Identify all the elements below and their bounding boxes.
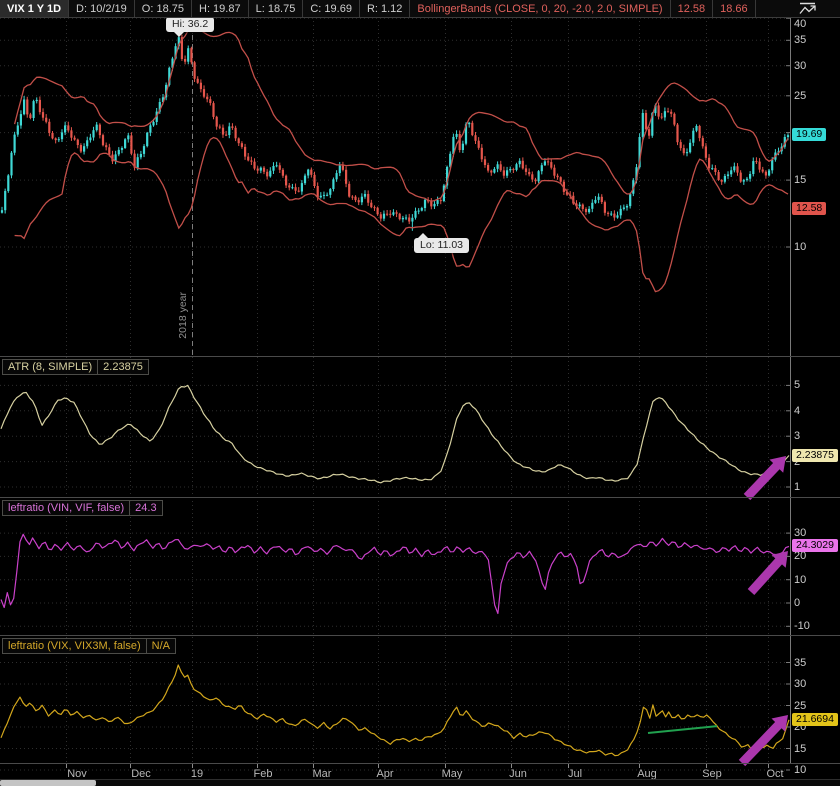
lower-band-badge: 12.58 xyxy=(792,202,827,215)
ohlc-date-field: D: 10/2/19 xyxy=(69,0,135,17)
vin-study-line xyxy=(0,533,790,615)
chart-header-bar: VIX 1 Y 1D D: 10/2/19 O: 18.75 H: 19.87 … xyxy=(0,0,840,18)
trend-arrow-drawing xyxy=(747,551,788,595)
time-scrollbar-thumb[interactable] xyxy=(0,780,96,786)
bollinger-lower-value: 12.58 xyxy=(671,0,714,17)
year-separator-label: 2018 year xyxy=(177,292,189,339)
time-scrollbar-track xyxy=(0,779,840,786)
ohlc-close-field: C: 19.69 xyxy=(303,0,360,17)
trend-arrow-drawing xyxy=(738,715,788,767)
last-price-badge: 19.69 xyxy=(792,128,827,141)
atr-study-chip[interactable]: ATR (8, SIMPLE) 2.23875 xyxy=(2,359,149,375)
vin-ratio-study-title: leftratio (VIN, VIF, false) xyxy=(8,502,125,514)
gridlines-layer xyxy=(0,17,790,771)
ohlc-range-field: R: 1.12 xyxy=(360,0,411,17)
trendline-drawing xyxy=(647,725,718,734)
vin-ratio-study-value: 24.3 xyxy=(129,501,161,515)
ohlc-low-field: L: 18.75 xyxy=(249,0,304,17)
atr-value-badge: 2.23875 xyxy=(792,449,838,462)
low-tooltip: Lo: 11.03 xyxy=(414,233,470,253)
vix3m-ratio-study-chip[interactable]: leftratio (VIX, VIX3M, false) N/A xyxy=(2,638,176,654)
high-tooltip: Hi: 36.2 xyxy=(166,17,215,37)
vin-ratio-value-badge: 24.3029 xyxy=(792,539,838,552)
bollinger-study-label[interactable]: BollingerBands (CLOSE, 0, 20, -2.0, 2.0,… xyxy=(410,0,671,17)
ohlc-open-field: O: 18.75 xyxy=(135,0,192,17)
pattern-tool-icon[interactable] xyxy=(799,2,816,16)
candles-layer xyxy=(0,34,790,231)
vin-ratio-study-chip[interactable]: leftratio (VIN, VIF, false) 24.3 xyxy=(2,500,163,516)
ohlc-high-field: H: 19.87 xyxy=(192,0,249,17)
atr-study-line xyxy=(0,384,790,484)
atr-study-title: ATR (8, SIMPLE) xyxy=(8,361,93,373)
bollinger-lower-line xyxy=(14,136,789,293)
vix3m-study-line xyxy=(0,664,790,757)
vix3m-ratio-study-value: N/A xyxy=(145,639,175,653)
symbol-timeframe[interactable]: VIX 1 Y 1D xyxy=(0,0,70,17)
bollinger-upper-value: 18.66 xyxy=(713,0,756,17)
bollinger-upper-line xyxy=(13,27,789,202)
vix3m-ratio-study-title: leftratio (VIX, VIX3M, false) xyxy=(8,640,141,652)
trend-arrow-drawing xyxy=(743,456,786,501)
atr-study-value: 2.23875 xyxy=(97,360,148,374)
vix3m-ratio-value-badge: 21.6694 xyxy=(792,713,838,726)
